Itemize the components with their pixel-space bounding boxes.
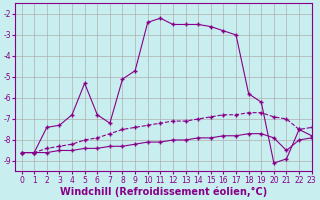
- X-axis label: Windchill (Refroidissement éolien,°C): Windchill (Refroidissement éolien,°C): [60, 186, 267, 197]
